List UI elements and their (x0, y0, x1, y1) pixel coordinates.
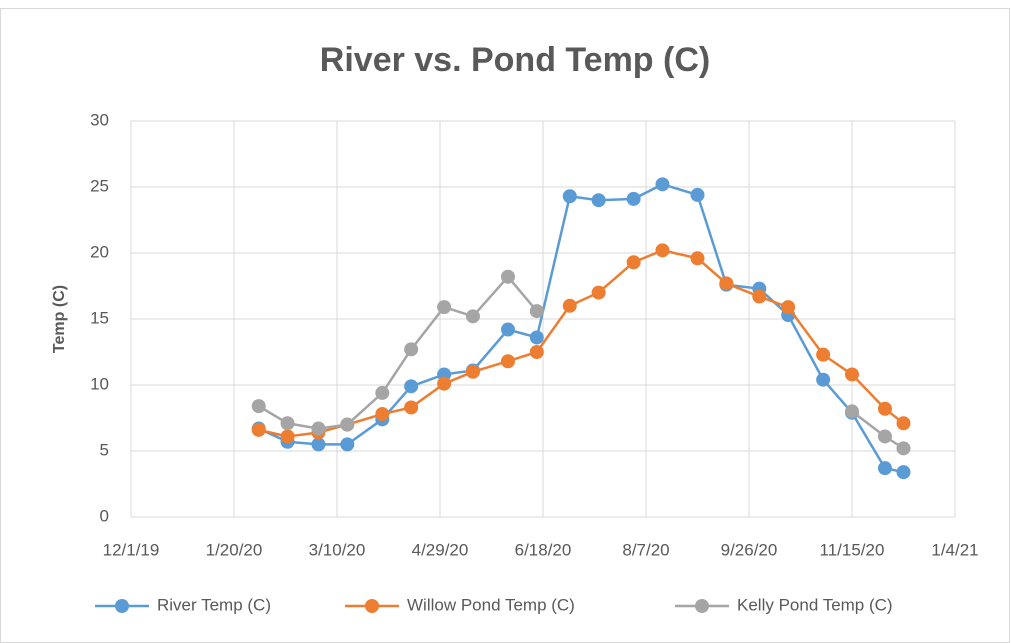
y-tick-label: 25 (90, 176, 109, 195)
data-point (655, 243, 670, 258)
data-point (251, 422, 266, 437)
x-tick-label: 9/26/20 (721, 540, 778, 559)
y-axis-label: Temp (C) (51, 285, 68, 353)
data-point (877, 401, 892, 416)
data-point (845, 367, 859, 382)
data-point (375, 407, 390, 422)
data-point (251, 399, 266, 414)
x-tick-label: 12/1/19 (103, 540, 160, 559)
data-point (877, 461, 892, 476)
data-point (404, 342, 419, 357)
data-point (340, 437, 355, 452)
data-point (340, 417, 355, 432)
data-point (626, 255, 641, 270)
data-point (896, 441, 911, 456)
data-point (311, 437, 326, 452)
data-point (719, 276, 734, 291)
data-point (690, 251, 705, 266)
data-point (529, 330, 544, 345)
data-point (500, 354, 515, 369)
y-tick-label: 30 (90, 110, 109, 129)
y-tick-label: 5 (100, 440, 109, 459)
data-point (896, 465, 911, 480)
data-point (752, 289, 767, 304)
data-point (655, 177, 670, 192)
data-point (437, 376, 452, 391)
x-tick-label: 11/15/20 (820, 540, 885, 559)
legend-marker (695, 599, 709, 613)
x-tick-label: 1/4/21 (931, 540, 978, 559)
data-point (375, 385, 390, 400)
data-point (404, 379, 419, 394)
x-tick-label: 3/10/20 (309, 540, 366, 559)
data-point (845, 404, 859, 419)
data-point (877, 429, 892, 444)
legend-label: River Temp (C) (157, 595, 271, 614)
data-point (311, 421, 326, 436)
data-point (280, 429, 295, 444)
x-tick-label: 8/7/20 (622, 540, 669, 559)
data-point (591, 285, 606, 300)
y-tick-label: 10 (90, 374, 109, 393)
data-point (500, 322, 515, 337)
data-point (280, 416, 295, 431)
data-point (690, 187, 705, 202)
data-point (816, 372, 831, 387)
data-point (626, 191, 641, 206)
series-line (258, 249, 905, 438)
data-point (562, 189, 577, 204)
data-point (562, 298, 577, 313)
data-point (529, 304, 544, 319)
y-tick-label: 0 (100, 506, 109, 525)
legend-label: Kelly Pond Temp (C) (737, 595, 893, 614)
data-point (896, 416, 911, 431)
legend-label: Willow Pond Temp (C) (407, 595, 575, 614)
y-tick-label: 20 (90, 242, 109, 261)
data-point (591, 193, 606, 208)
data-point (465, 364, 480, 379)
series-line (258, 274, 538, 430)
series-line (258, 183, 904, 474)
data-point (404, 400, 419, 415)
data-point (437, 300, 452, 315)
x-tick-label: 6/18/20 (515, 540, 572, 559)
data-point (529, 345, 544, 359)
data-point (465, 309, 480, 324)
legend-marker (365, 599, 379, 613)
data-point (816, 347, 831, 362)
y-tick-label: 15 (90, 308, 109, 327)
x-tick-label: 4/29/20 (412, 540, 469, 559)
data-point (500, 269, 515, 284)
legend-marker (115, 599, 129, 613)
x-tick-label: 1/20/20 (206, 540, 263, 559)
chart-title: River vs. Pond Temp (C) (320, 41, 710, 79)
data-point (781, 300, 796, 315)
